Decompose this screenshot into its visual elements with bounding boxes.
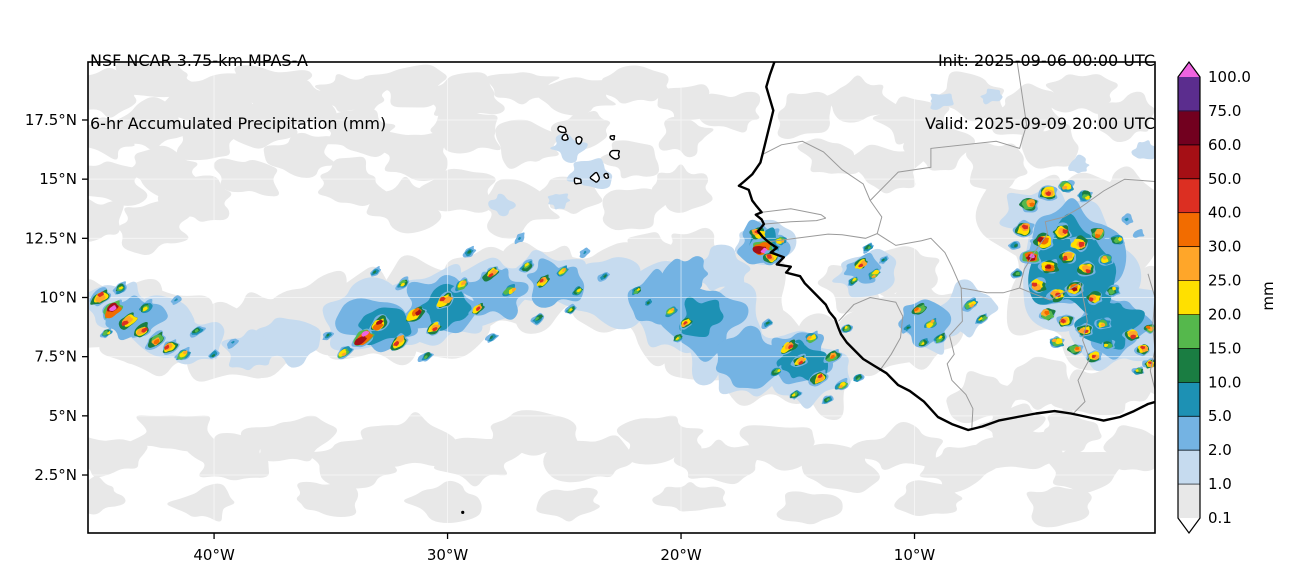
colorbar-tick-label: 100.0: [1208, 68, 1251, 86]
colorbar-tick-label: 0.1: [1208, 509, 1232, 527]
country-borders: [761, 62, 1155, 431]
colorbar-units-label: mm: [1259, 281, 1277, 311]
cape-verde-islands: [557, 125, 621, 185]
run-info: Init: 2025-09-06 00:00 UTC Valid: 2025-0…: [925, 8, 1155, 176]
precip-cells-layer: [89, 179, 1155, 405]
x-tick-label: 40°W: [193, 546, 235, 564]
y-tick-label: 7.5°N: [34, 348, 77, 366]
y-tick-label: 12.5°N: [25, 229, 77, 247]
colorbar-tick-label: 40.0: [1208, 204, 1241, 222]
valid-time-label: Valid: 2025-09-09 20:00 UTC: [924, 114, 1155, 133]
y-axis-ticks: 17.5°N 15°N 12.5°N 10°N 7.5°N 5°N 2.5°N: [25, 111, 88, 484]
colorbar-tick-label: 5.0: [1208, 407, 1232, 425]
colorbar-tick-label: 10.0: [1208, 373, 1241, 391]
x-tick-label: 30°W: [427, 546, 469, 564]
colorbar-tick-labels: 0.1 1.0 2.0 5.0 10.0 15.0 20.0 25.0 30.0 40.0 50.0…: [1208, 68, 1251, 527]
y-tick-label: 10°N: [39, 289, 77, 307]
colorbar-tick-label: 30.0: [1208, 238, 1241, 256]
x-axis-ticks: 40°W 30°W 20°W 10°W: [193, 533, 935, 564]
colorbar-tick-label: 15.0: [1208, 339, 1241, 357]
chart-title-line2: 6-hr Accumulated Precipitation (mm): [90, 114, 387, 133]
y-tick-label: 17.5°N: [25, 111, 77, 129]
colorbar: [1177, 60, 1201, 535]
chart-title: NSF NCAR 3.75-km MPAS-A 6-hr Accumulated…: [90, 8, 386, 176]
colorbar-tick-label: 1.0: [1208, 475, 1232, 493]
y-tick-label: 2.5°N: [34, 466, 77, 484]
colorbar-tick-label: 50.0: [1208, 170, 1241, 188]
x-tick-label: 20°W: [660, 546, 702, 564]
colorbar-tick-label: 60.0: [1208, 136, 1241, 154]
colorbar-tick-label: 75.0: [1208, 102, 1241, 120]
chart-title-line1: NSF NCAR 3.75-km MPAS-A: [90, 51, 308, 70]
precip-field-layer: [88, 62, 1155, 528]
colorbar-tick-label: 25.0: [1208, 272, 1241, 290]
rock-dot: [461, 510, 465, 515]
y-tick-label: 15°N: [39, 170, 77, 188]
x-tick-label: 10°W: [894, 546, 936, 564]
colorbar-tick-label: 20.0: [1208, 305, 1241, 323]
coastline-path: [737, 62, 1155, 432]
init-time-label: Init: 2025-09-06 00:00 UTC: [937, 51, 1155, 70]
y-tick-label: 5°N: [49, 407, 77, 425]
colorbar-tick-label: 2.0: [1208, 441, 1232, 459]
map-layers: [88, 62, 1155, 533]
